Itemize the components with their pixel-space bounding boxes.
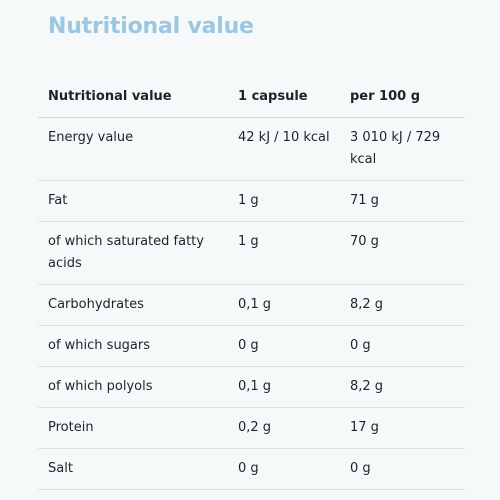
table-row: Fat 1 g 71 g	[38, 180, 465, 222]
nutrient-cell: of which sugars	[38, 325, 228, 367]
per-capsule-cell: 1 g	[228, 221, 340, 285]
per-capsule-cell: 0 g	[228, 448, 340, 490]
nutrient-cell: of which polyols	[38, 366, 228, 408]
per-capsule-cell: 0,2 g	[228, 407, 340, 449]
per-capsule-cell: 0 g	[228, 325, 340, 367]
column-header-nutrient: Nutritional value	[38, 78, 228, 118]
table-row: Carbohydrates 0,1 g 8,2 g	[38, 284, 465, 326]
per-100g-cell: 3 010 kJ / 729 kcal	[340, 117, 465, 181]
per-capsule-cell: 0,1 g	[228, 284, 340, 326]
per-capsule-cell: 0,1 g	[228, 366, 340, 408]
per-capsule-cell: 42 kJ / 10 kcal	[228, 117, 340, 181]
per-100g-cell: 0 g	[340, 325, 465, 367]
table-header-row: Nutritional value 1 capsule per 100 g	[38, 78, 465, 118]
per-capsule-cell: 1 g	[228, 180, 340, 222]
per-100g-cell: 0 g	[340, 448, 465, 490]
nutrition-table: Nutritional value 1 capsule per 100 g En…	[38, 78, 465, 490]
per-100g-cell: 17 g	[340, 407, 465, 449]
nutrient-cell: Carbohydrates	[38, 284, 228, 326]
table-row: of which polyols 0,1 g 8,2 g	[38, 366, 465, 408]
nutrient-cell: Protein	[38, 407, 228, 449]
table-row: Energy value 42 kJ / 10 kcal 3 010 kJ / …	[38, 117, 465, 181]
nutrient-cell: of which saturated fatty acids	[38, 221, 228, 285]
column-header-per-100g: per 100 g	[340, 78, 465, 118]
column-header-per-capsule: 1 capsule	[228, 78, 340, 118]
table-row: Salt 0 g 0 g	[38, 448, 465, 490]
page-title: Nutritional value	[48, 14, 254, 39]
per-100g-cell: 8,2 g	[340, 284, 465, 326]
table-row: of which sugars 0 g 0 g	[38, 325, 465, 367]
nutrient-cell: Fat	[38, 180, 228, 222]
nutrient-cell: Salt	[38, 448, 228, 490]
per-100g-cell: 70 g	[340, 221, 465, 285]
table-row: of which saturated fatty acids 1 g 70 g	[38, 221, 465, 285]
table-row: Protein 0,2 g 17 g	[38, 407, 465, 449]
per-100g-cell: 71 g	[340, 180, 465, 222]
per-100g-cell: 8,2 g	[340, 366, 465, 408]
nutrient-cell: Energy value	[38, 117, 228, 181]
